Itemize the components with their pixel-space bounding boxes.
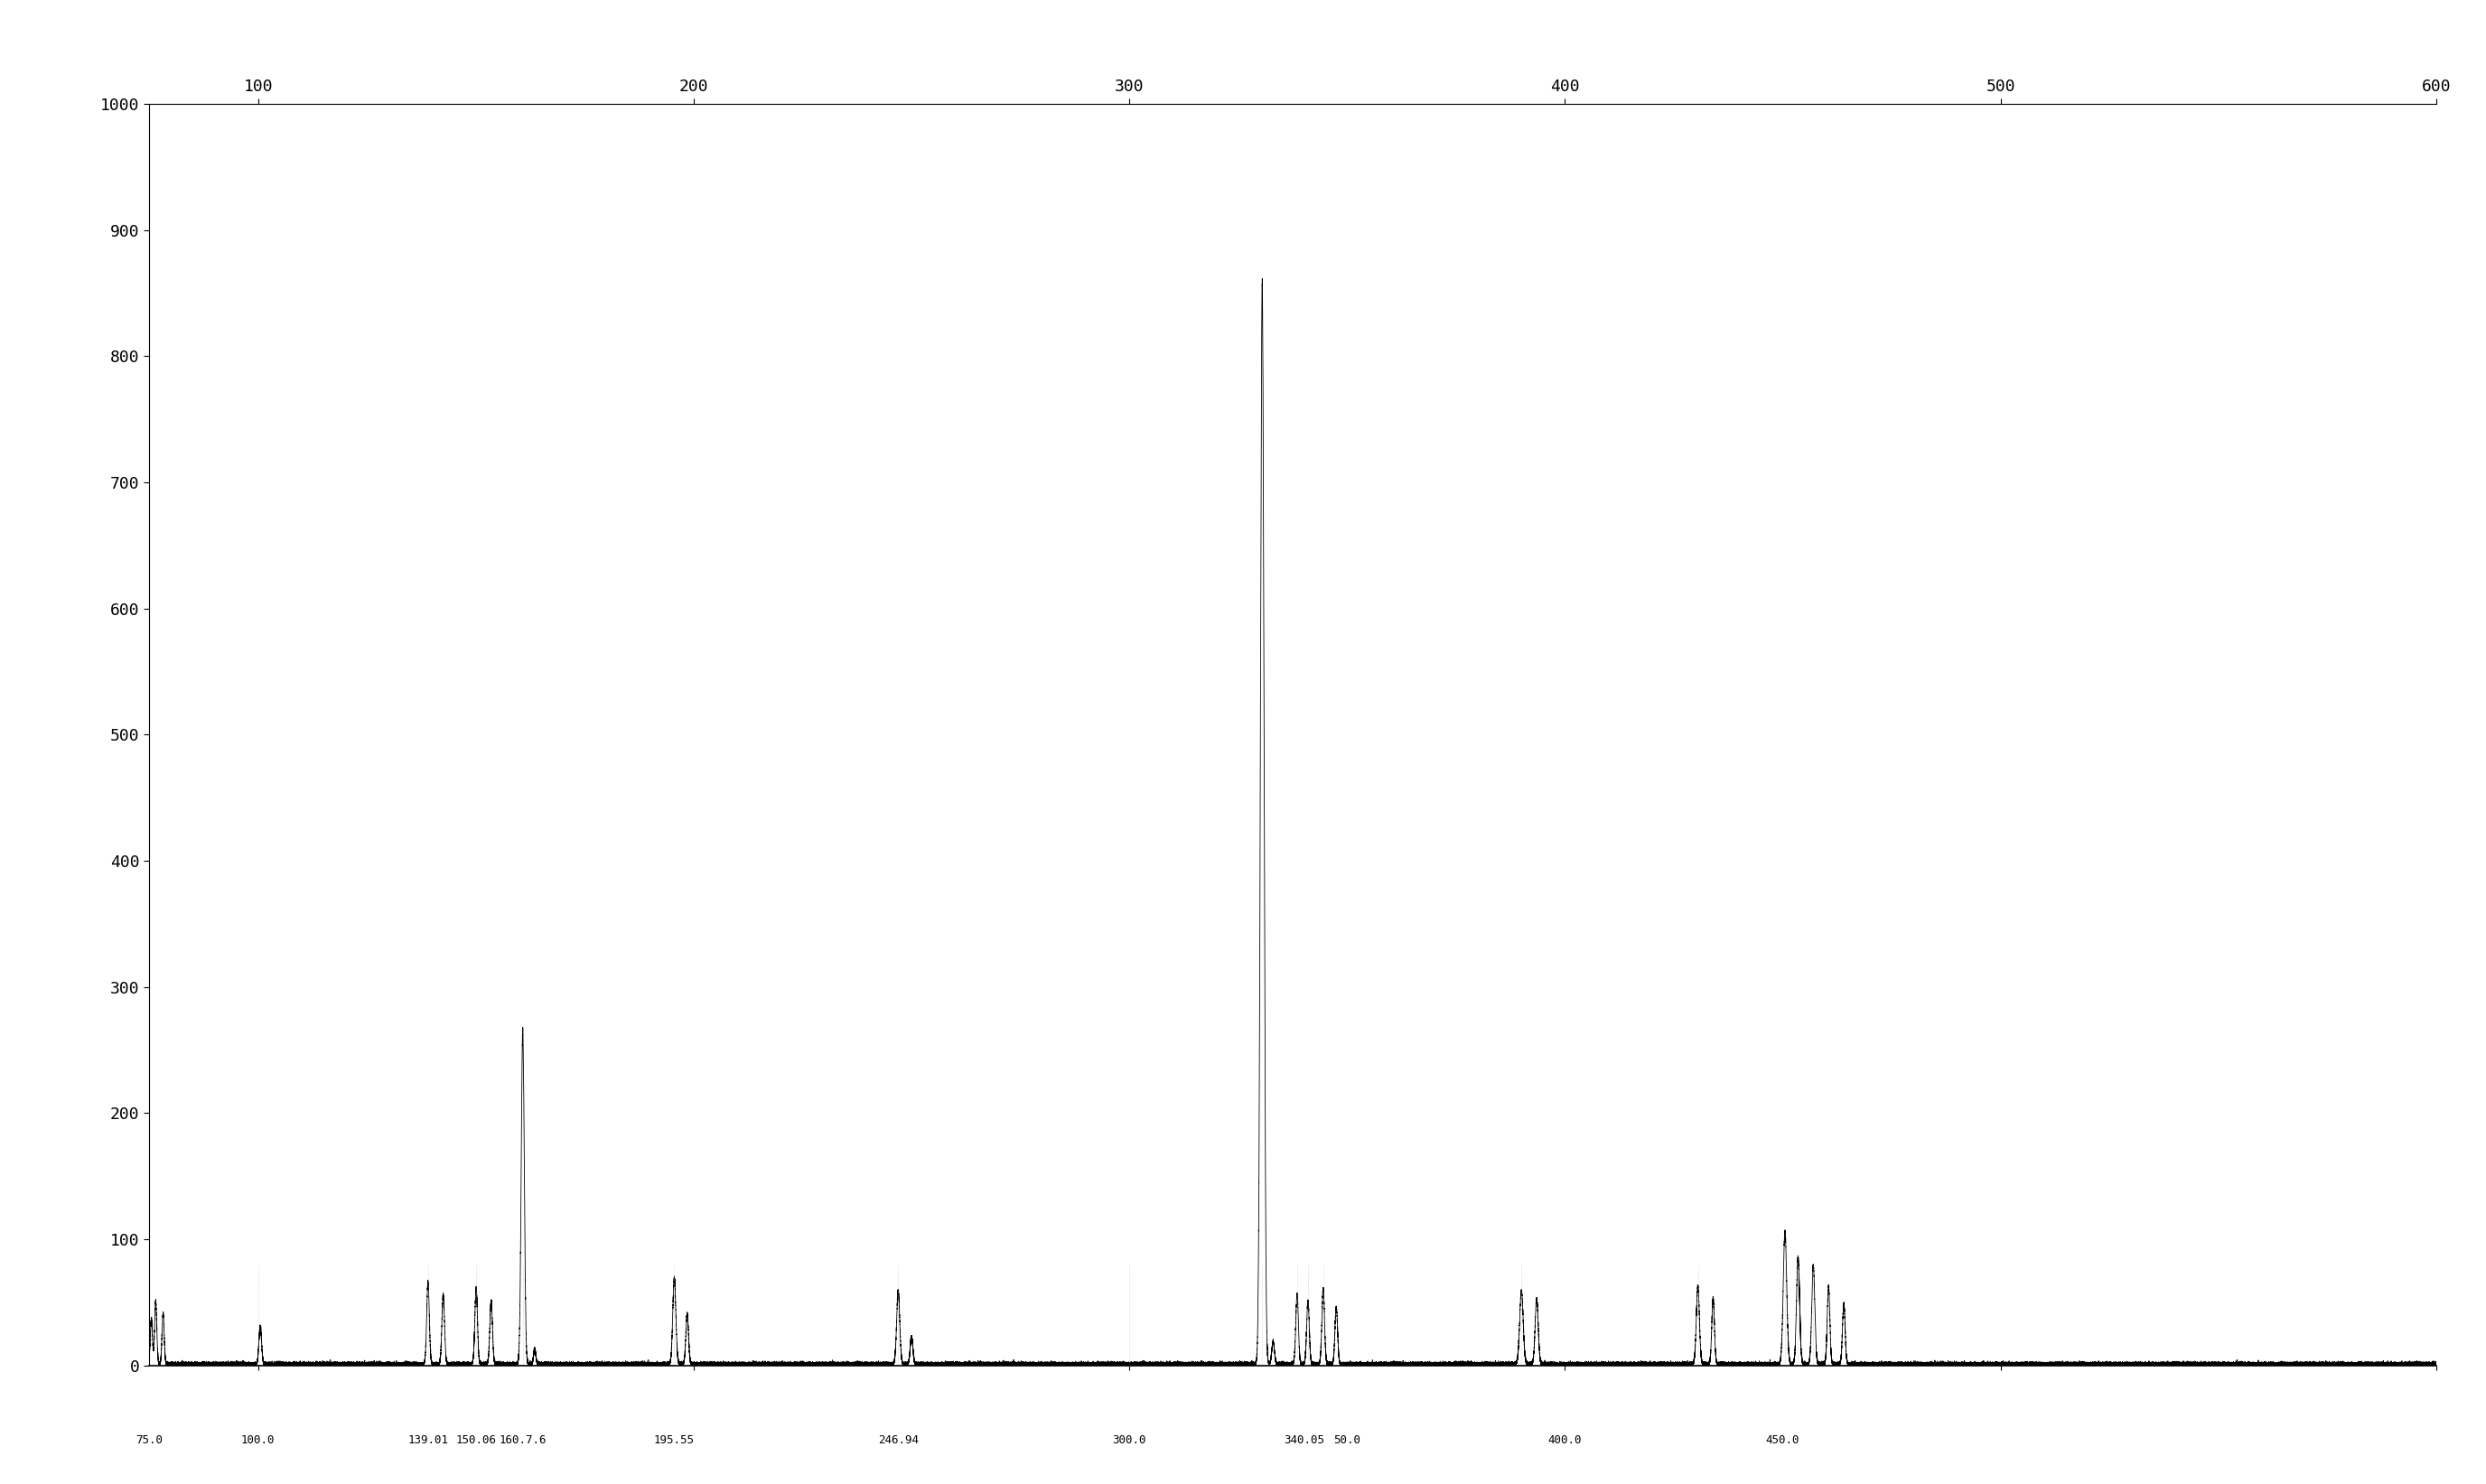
Text: 100.0: 100.0: [241, 1435, 276, 1447]
Text: 160.7.6: 160.7.6: [500, 1435, 547, 1447]
Text: 150.06: 150.06: [455, 1435, 497, 1447]
Text: 195.55: 195.55: [654, 1435, 694, 1447]
Text: 50.0: 50.0: [1332, 1435, 1360, 1447]
Text: 300.0: 300.0: [1111, 1435, 1146, 1447]
Text: 340.05: 340.05: [1283, 1435, 1325, 1447]
Text: 139.01: 139.01: [408, 1435, 447, 1447]
Text: 246.94: 246.94: [878, 1435, 917, 1447]
Text: 75.0: 75.0: [137, 1435, 162, 1447]
Text: 450.0: 450.0: [1765, 1435, 1800, 1447]
Text: 400.0: 400.0: [1549, 1435, 1581, 1447]
